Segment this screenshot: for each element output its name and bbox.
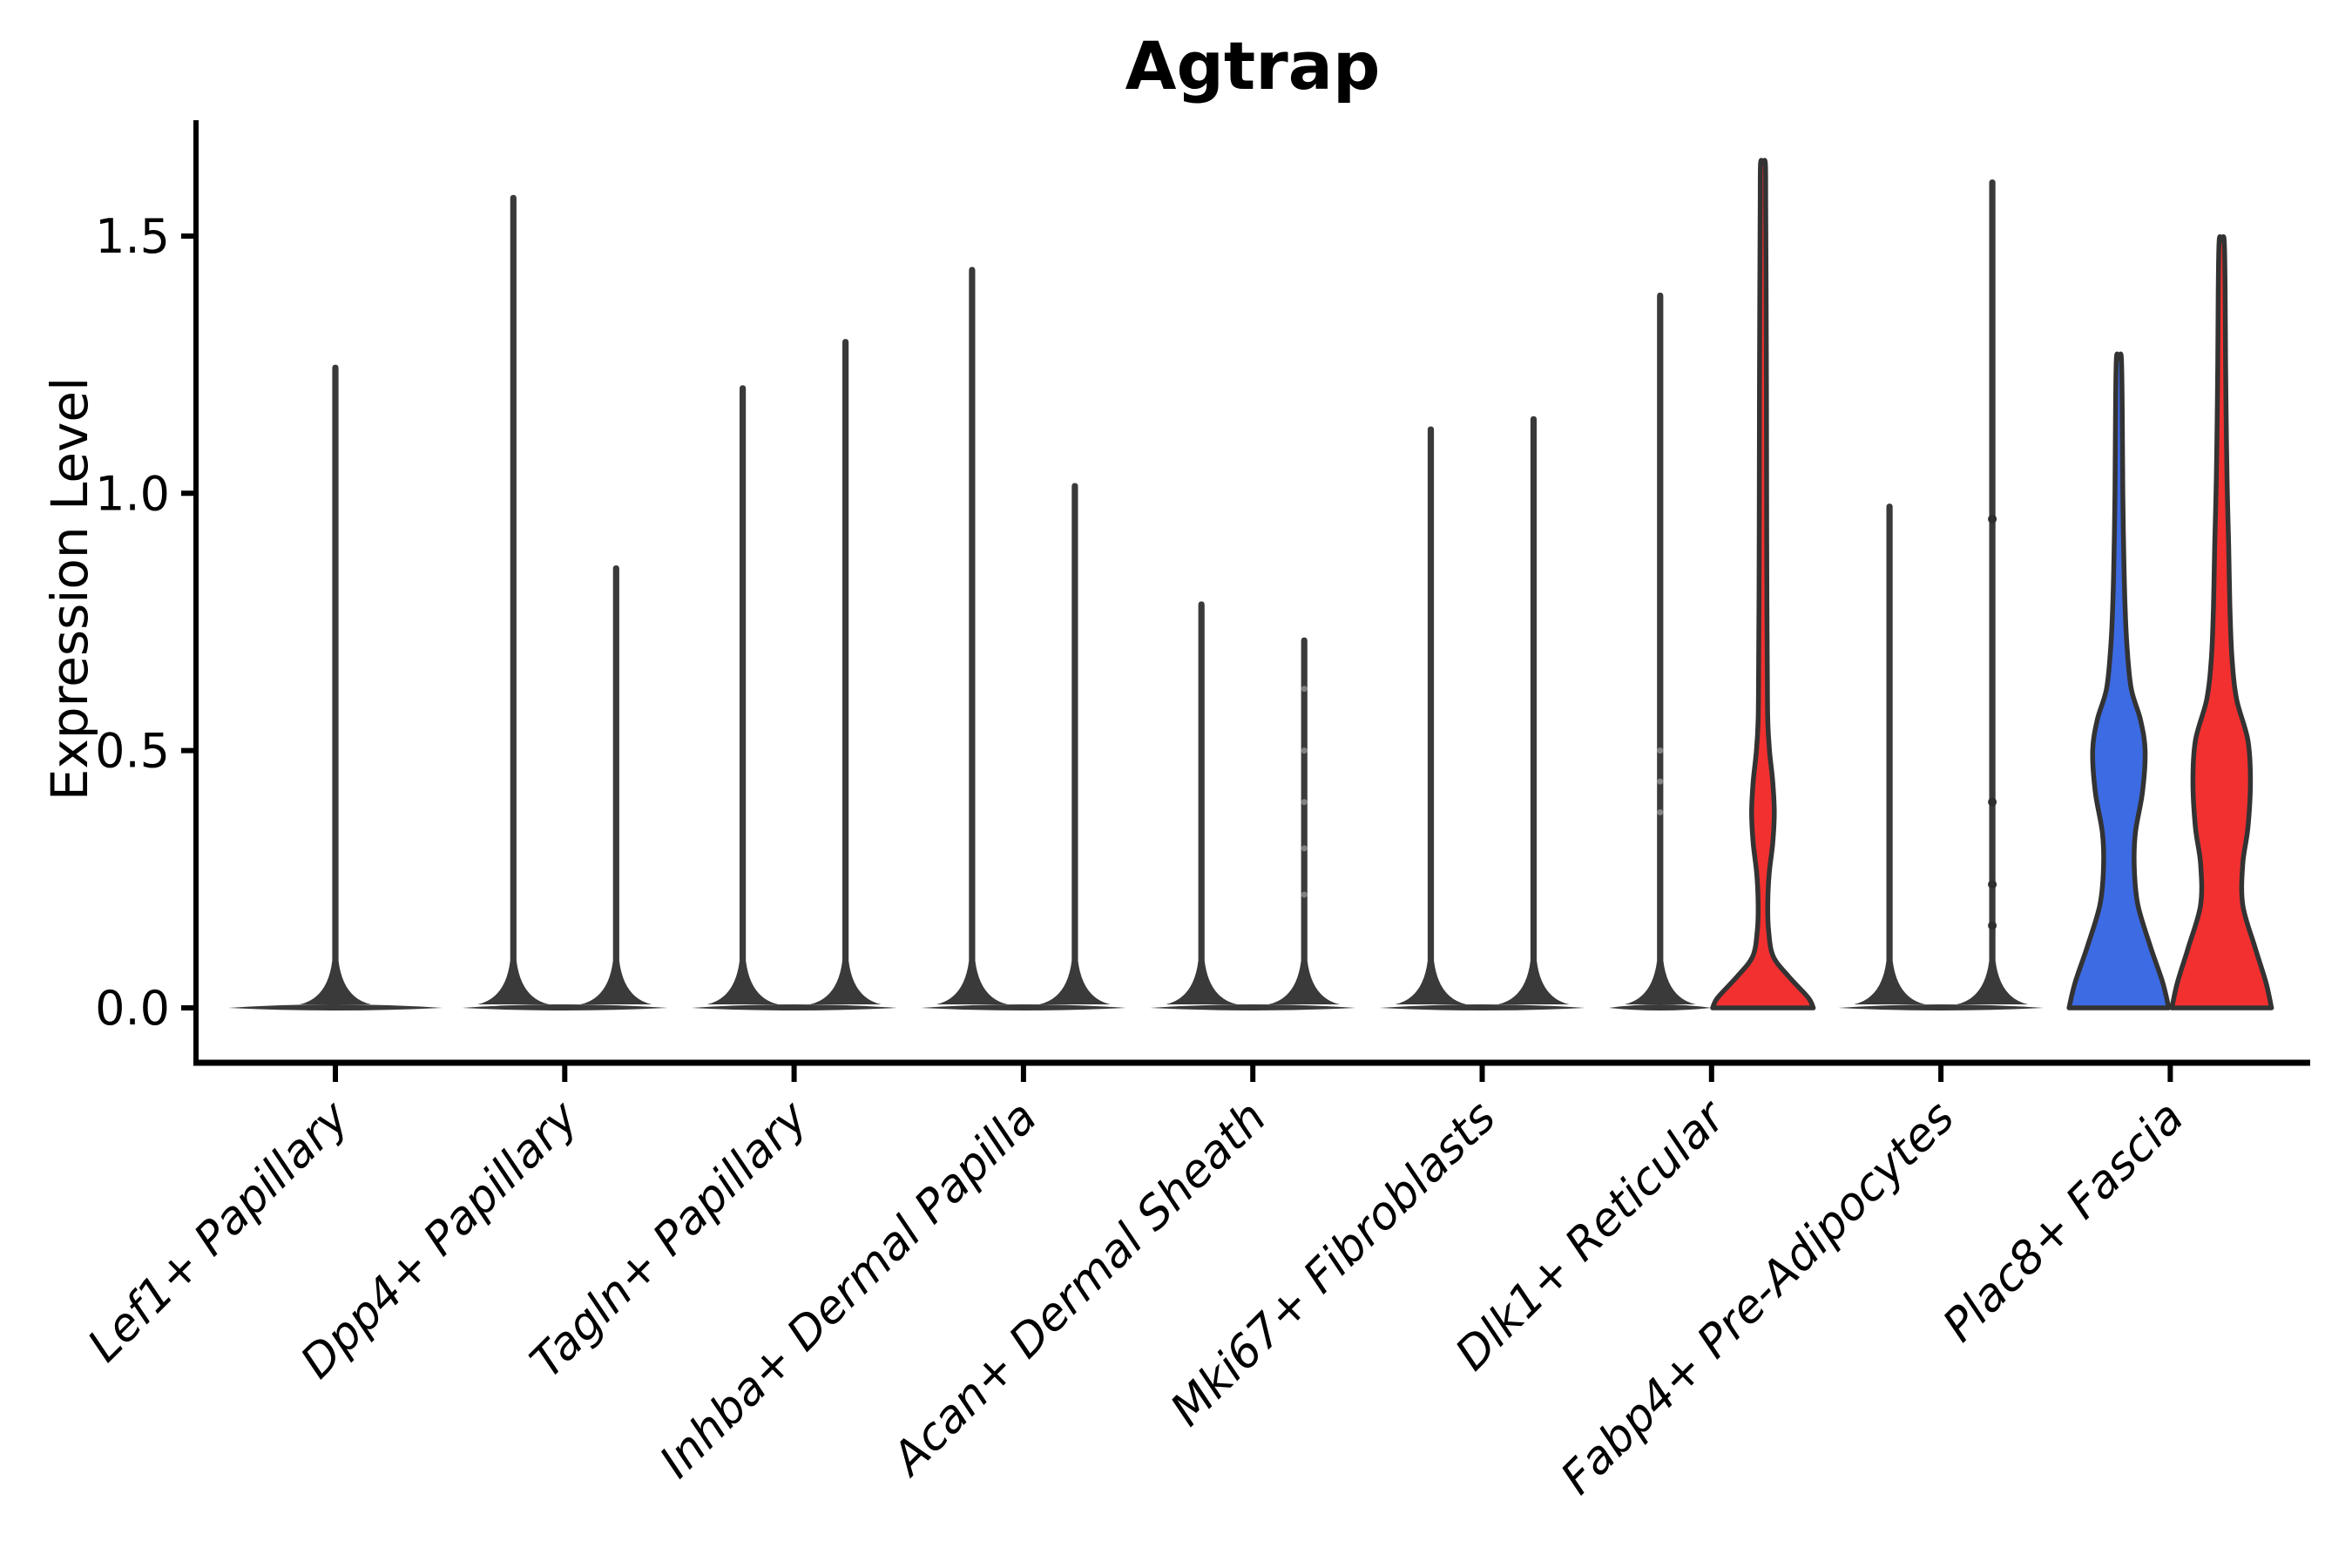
jitter-dot bbox=[1301, 799, 1308, 806]
violin-baseline bbox=[228, 1004, 443, 1010]
jitter-dot bbox=[1657, 778, 1664, 785]
violin-spike bbox=[1624, 292, 1696, 1004]
jitter-dot bbox=[1657, 809, 1664, 816]
violin-baseline bbox=[1150, 1004, 1356, 1010]
jitter-dot bbox=[1988, 880, 1997, 889]
violin-spike bbox=[1854, 504, 1926, 1004]
violin-spike bbox=[1268, 637, 1341, 1004]
y-tick-label: 0.5 bbox=[95, 724, 170, 779]
violin-baseline bbox=[691, 1004, 897, 1010]
violin-baseline bbox=[462, 1004, 668, 1010]
x-tick-label: Inhba+ Dermal Papilla bbox=[650, 1092, 1047, 1489]
violin-spike bbox=[477, 194, 550, 1005]
violin-spike bbox=[1957, 179, 2029, 1004]
y-tick-label: 0.0 bbox=[95, 981, 170, 1036]
x-tick-label: Acan+ Dermal Sheath bbox=[881, 1092, 1276, 1487]
violin-baseline bbox=[1838, 1004, 2044, 1010]
violin-spike bbox=[1497, 416, 1570, 1004]
jitter-dot bbox=[1301, 845, 1308, 852]
jitter-dot bbox=[1988, 797, 1997, 807]
violin-spike bbox=[1166, 601, 1238, 1004]
jitter-dot bbox=[1657, 747, 1664, 754]
jitter-dot bbox=[1301, 686, 1308, 693]
jitter-dot bbox=[1988, 514, 1997, 524]
violin-spike bbox=[300, 364, 371, 1004]
x-tick-label: Plac8+ Fascia bbox=[1933, 1092, 2193, 1352]
jitter-dot bbox=[1301, 891, 1308, 898]
violin-baseline bbox=[1608, 1004, 1712, 1010]
violin-baseline bbox=[920, 1004, 1126, 1010]
violin-baseline bbox=[1379, 1004, 1585, 1010]
y-axis-label: Expression Level bbox=[40, 377, 99, 801]
jitter-dot bbox=[1988, 921, 1997, 930]
violin-series bbox=[228, 158, 2274, 1010]
jitter-dot bbox=[1301, 747, 1308, 754]
violin-spike bbox=[580, 564, 652, 1004]
violin-spike bbox=[1038, 483, 1111, 1004]
y-tick-label: 1.5 bbox=[95, 209, 170, 264]
violin-spike bbox=[706, 385, 779, 1004]
y-tick-label: 1.0 bbox=[95, 466, 170, 521]
violin-blue bbox=[2066, 351, 2172, 1010]
violin-spike bbox=[809, 339, 882, 1005]
chart-title: Agtrap bbox=[1125, 27, 1381, 105]
x-tick-label: Fabp4+ Pre-Adipocytes bbox=[1551, 1092, 1965, 1505]
violin-red bbox=[2169, 233, 2274, 1010]
violin-spike bbox=[936, 267, 1008, 1005]
violin-red bbox=[1710, 158, 1816, 1010]
violin-spike bbox=[1395, 426, 1467, 1004]
